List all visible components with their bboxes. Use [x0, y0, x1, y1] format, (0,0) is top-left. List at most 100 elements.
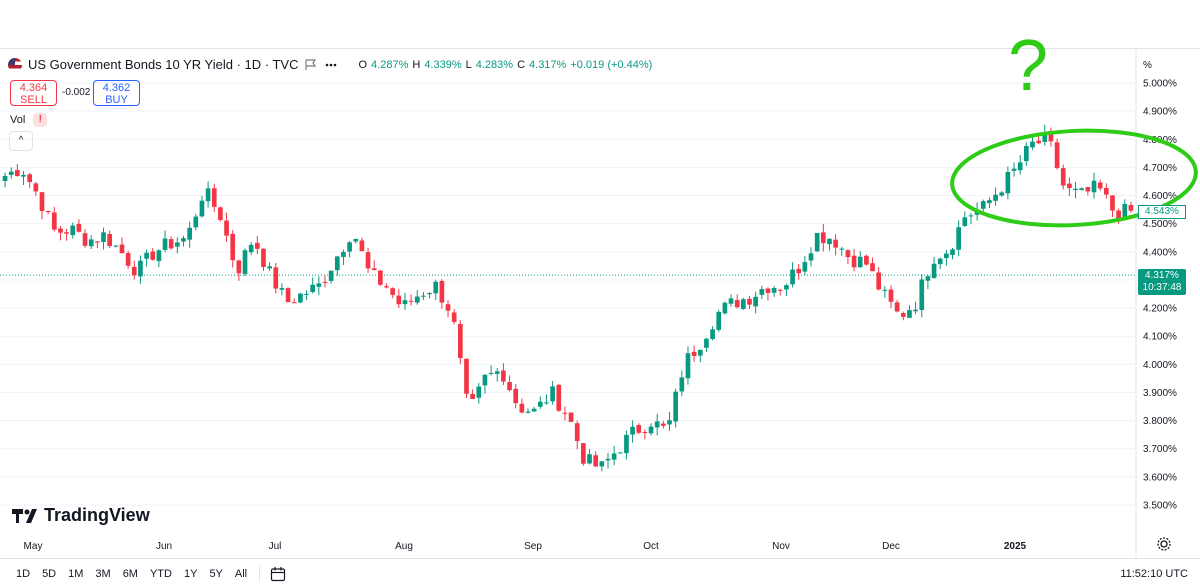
sell-button[interactable]: 4.364 SELL	[10, 80, 57, 106]
close-key: C	[517, 58, 526, 71]
tf-1d[interactable]: 1D	[16, 567, 31, 580]
candle-body	[39, 192, 45, 212]
warning-icon[interactable]: !	[33, 113, 48, 127]
candle-body	[593, 455, 599, 467]
utc-clock[interactable]: 11:52:10 UTC	[1120, 567, 1188, 580]
candle-body	[1116, 210, 1121, 220]
candle-body	[58, 228, 63, 233]
candle-body	[51, 212, 57, 230]
x-tick-label: Dec	[882, 541, 900, 552]
candle-body	[833, 239, 838, 248]
high-key: H	[412, 58, 421, 71]
gear-icon[interactable]	[1157, 537, 1171, 551]
candle-body	[328, 270, 334, 281]
candle-body	[218, 207, 223, 221]
candle-body	[316, 283, 322, 287]
candle-body	[476, 386, 482, 398]
buy-button[interactable]: 4.362 BUY	[93, 80, 140, 106]
candle-body	[777, 289, 783, 291]
candle-body	[371, 268, 377, 270]
candle-body	[568, 412, 574, 422]
candle-body	[1073, 188, 1078, 191]
symbol-title[interactable]: US Government Bonds 10 YR Yield · 1D · T…	[28, 57, 299, 72]
candle-body	[181, 238, 186, 242]
candle-body	[857, 256, 863, 268]
current-price-tag: 4.317% 10:37:48	[1138, 269, 1186, 295]
candle-body	[470, 394, 475, 399]
flag-outline-icon[interactable]	[304, 58, 318, 71]
candle-body	[353, 238, 359, 242]
tf-5y[interactable]: 5Y	[209, 567, 223, 580]
candle-body	[913, 309, 918, 312]
candle-body	[771, 287, 777, 293]
x-tick-label: Jul	[269, 541, 282, 552]
y-tick-label: 4.500%	[1143, 219, 1177, 230]
top-border	[0, 48, 1200, 49]
candle-body	[1054, 142, 1060, 169]
candle-body	[131, 266, 137, 276]
y-tick-label: 4.000%	[1143, 360, 1177, 371]
candle-body	[544, 402, 549, 404]
toolbar-divider	[259, 565, 261, 582]
y-tick-label: 3.700%	[1143, 444, 1177, 455]
candle-body	[722, 302, 728, 314]
candle-body	[654, 421, 660, 428]
candle-body	[587, 454, 592, 464]
candle-body	[414, 296, 420, 303]
last-price-marker: 4.543%	[1138, 205, 1186, 219]
candle-body	[433, 281, 439, 294]
candle-body	[1011, 168, 1017, 171]
tf-1y[interactable]: 1Y	[183, 567, 198, 580]
candle-body	[1036, 140, 1041, 144]
candle-body	[636, 425, 642, 433]
candle-body	[242, 250, 248, 274]
candle-body	[482, 374, 488, 386]
candle-body	[494, 371, 500, 374]
candle-body	[1103, 187, 1109, 195]
tf-3m[interactable]: 3M	[95, 567, 111, 580]
tf-1m[interactable]: 1M	[68, 567, 84, 580]
candle-body	[550, 386, 555, 402]
candle-body	[870, 263, 875, 272]
candle-body	[1005, 171, 1011, 194]
more-icon[interactable]	[324, 59, 338, 71]
candle-body	[716, 311, 722, 330]
calendar-icon[interactable]	[270, 566, 286, 582]
candles	[2, 124, 1134, 472]
candle-body	[267, 266, 272, 269]
candle-body	[445, 304, 451, 311]
candle-body	[987, 200, 992, 204]
x-tick-label: 2025	[1004, 541, 1027, 552]
y-tick-label: 4.400%	[1143, 247, 1177, 258]
candle-body	[845, 250, 851, 258]
tf-all[interactable]: All	[234, 567, 248, 580]
candle-body	[464, 358, 469, 394]
candle-body	[1122, 203, 1128, 219]
tradingview-logo[interactable]: TradingView	[12, 505, 150, 526]
candle-body	[1023, 146, 1029, 162]
tf-6m[interactable]: 6M	[122, 567, 138, 580]
candle-body	[993, 194, 998, 201]
candle-body	[82, 233, 88, 246]
candle-body	[765, 288, 771, 293]
y-tick-label: 3.900%	[1143, 388, 1177, 399]
x-tick-label: Nov	[772, 541, 790, 552]
candle-body	[205, 188, 211, 202]
candle-body	[15, 170, 20, 177]
tf-5d[interactable]: 5D	[42, 567, 57, 580]
x-tick-label: Jun	[156, 541, 172, 552]
candle-body	[236, 260, 242, 274]
candle-body	[95, 241, 100, 243]
candle-body	[439, 280, 445, 303]
volume-indicator[interactable]: Vol !	[10, 113, 48, 127]
spread-value: -0.002	[62, 87, 91, 98]
candle-body	[802, 262, 808, 272]
candle-body	[1017, 162, 1023, 171]
candle-body	[457, 324, 463, 359]
candle-body	[907, 310, 912, 318]
candle-body	[1085, 187, 1091, 192]
collapse-button[interactable]: ^	[9, 131, 33, 151]
tf-ytd[interactable]: YTD	[149, 567, 172, 580]
candle-body	[1128, 204, 1134, 211]
